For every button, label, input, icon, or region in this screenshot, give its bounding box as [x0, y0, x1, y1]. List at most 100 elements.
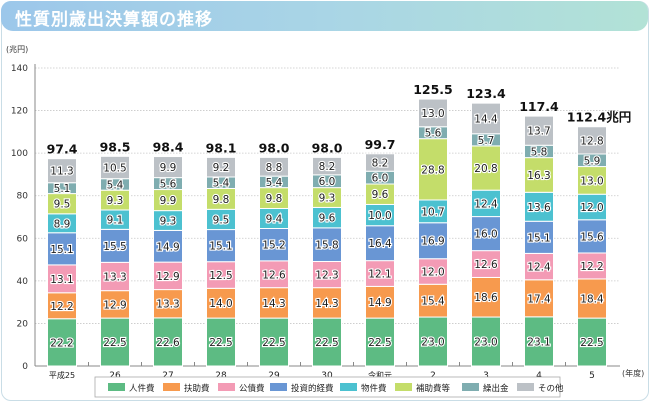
x-tick-label: 28	[215, 371, 227, 381]
data-label: 9.6	[372, 189, 389, 201]
data-label: 6.0	[319, 176, 336, 188]
bar-segment	[47, 292, 77, 320]
data-label: 5.7	[478, 135, 495, 147]
bar-segment	[365, 153, 395, 172]
data-label: 12.2	[580, 261, 603, 273]
bar-segment	[418, 258, 448, 285]
data-label: 9.5	[54, 199, 71, 211]
legend-label: 物件費	[361, 383, 387, 394]
legend-swatch	[163, 383, 180, 391]
bar-segment	[206, 287, 236, 319]
data-label: 9.3	[160, 216, 177, 228]
y-tick-label: 80	[17, 192, 29, 202]
legend-swatch	[340, 383, 357, 391]
data-label: 12.0	[421, 266, 444, 278]
legend-label: 投資的経費	[291, 383, 334, 394]
bar-segment	[100, 228, 130, 263]
bar-segment	[418, 138, 448, 201]
data-label: 9.6	[319, 213, 336, 225]
data-label: 9.2	[213, 162, 230, 174]
total-label: 117.4	[519, 99, 559, 114]
data-label: 5.8	[531, 146, 548, 158]
data-label: 15.1	[209, 241, 232, 253]
x-tick-label: 令和元	[368, 370, 392, 380]
data-label: 22.5	[580, 337, 603, 349]
data-label: 23.1	[527, 336, 550, 348]
y-tick-label: 40	[17, 277, 29, 287]
bar-segment	[418, 222, 448, 260]
y-tick-label: 20	[17, 319, 29, 329]
data-label: 20.8	[474, 163, 497, 175]
data-label: 5.6	[425, 128, 442, 140]
data-label: 5.4	[266, 177, 283, 189]
data-label: 15.6	[580, 231, 604, 243]
data-label: 6.0	[372, 173, 389, 185]
bar-segment	[206, 261, 236, 289]
data-label: 12.6	[474, 259, 498, 271]
bar-segment	[418, 283, 448, 318]
y-tick-label: 140	[11, 64, 28, 74]
data-label: 8.2	[372, 158, 389, 170]
total-label: 98.5	[100, 139, 131, 154]
bar-segment	[471, 102, 501, 135]
data-label: 5.4	[213, 178, 230, 190]
legend-label: 繰出金	[483, 383, 509, 394]
legend	[94, 376, 561, 398]
data-label: 11.3	[50, 166, 73, 178]
x-tick-label: 3	[483, 371, 489, 381]
data-label: 9.9	[160, 162, 177, 174]
data-label: 15.8	[315, 240, 338, 252]
data-label: 28.8	[421, 164, 444, 176]
x-tick-label: 平成25	[49, 370, 75, 380]
data-label: 9.3	[107, 195, 124, 207]
data-label: 12.9	[156, 271, 179, 283]
bar-segment	[524, 157, 554, 193]
bar-segment	[577, 193, 607, 221]
bar-segment	[312, 287, 342, 319]
bar-segment	[312, 317, 342, 367]
data-label: 13.3	[103, 271, 126, 283]
data-label: 12.0	[580, 202, 603, 214]
data-label: 14.9	[368, 297, 391, 309]
bar-segment	[524, 191, 554, 222]
data-label: 13.0	[421, 108, 444, 120]
data-label: 16.0	[474, 229, 497, 241]
legend-swatch	[462, 383, 479, 391]
legend-label: その他	[538, 383, 564, 394]
bar-segment	[524, 252, 554, 281]
data-label: 9.8	[213, 194, 230, 206]
data-label: 16.4	[368, 238, 392, 250]
data-label: 14.4	[474, 113, 498, 125]
data-label: 23.0	[421, 337, 444, 349]
data-label: 22.5	[209, 337, 232, 349]
data-label: 16.9	[421, 236, 444, 248]
data-label: 14.0	[209, 298, 232, 310]
data-label: 13.3	[156, 299, 179, 311]
legend-label: 公債費	[239, 383, 265, 394]
bar-segment	[524, 115, 554, 146]
data-label: 5.9	[584, 155, 601, 167]
x-tick-label: 30	[321, 371, 333, 381]
legend-swatch	[218, 383, 235, 391]
data-label: 8.8	[266, 162, 283, 174]
bar-segment	[365, 285, 395, 319]
data-label: 12.4	[474, 198, 498, 210]
data-label: 22.5	[368, 337, 391, 349]
data-label: 15.4	[421, 296, 445, 308]
y-axis-unit: (兆円)	[6, 45, 29, 54]
bar-segment	[259, 260, 289, 289]
data-label: 13.6	[527, 202, 551, 214]
total-label: 123.4	[466, 86, 506, 101]
bar-segment	[153, 261, 183, 291]
y-tick-label: 60	[17, 234, 29, 244]
total-label: 125.5	[413, 82, 453, 97]
total-label: 98.4	[153, 140, 184, 155]
data-label: 14.3	[262, 298, 285, 310]
data-label: 13.1	[50, 274, 73, 286]
total-label: 98.0	[259, 140, 290, 155]
data-label: 18.6	[474, 292, 498, 304]
data-label: 9.3	[319, 193, 336, 205]
x-tick-label: 26	[109, 371, 121, 381]
data-label: 14.3	[315, 298, 338, 310]
data-label: 8.9	[54, 218, 71, 230]
